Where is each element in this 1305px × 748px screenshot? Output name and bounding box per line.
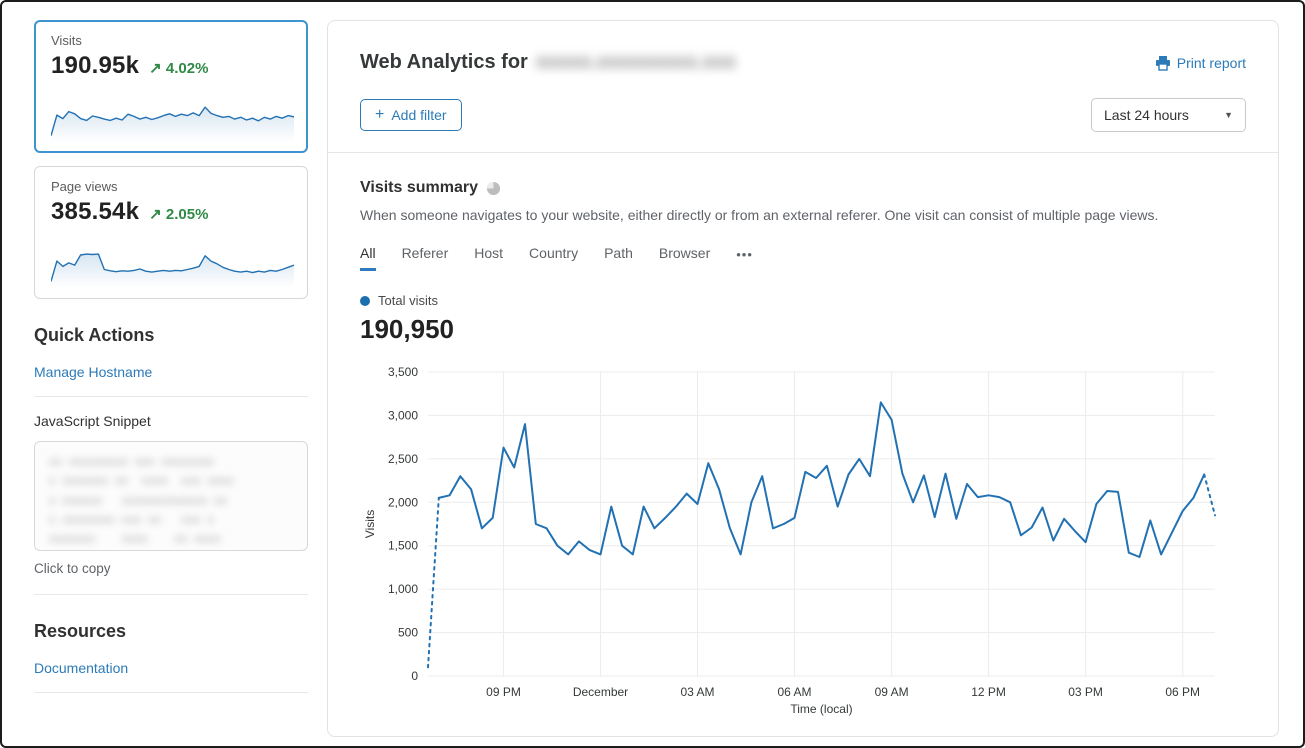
javascript-snippet-box[interactable]: xx xxxxxxxxx xxx xxxxxxxx x xxxxxxx xx x…: [34, 441, 308, 551]
visits-summary-heading: Visits summary: [360, 179, 478, 196]
visits-line-chart[interactable]: 0 500 1,000 1,500 2,000 2,500 3,000 3,500 09 PM D…: [360, 361, 1246, 722]
add-filter-label: Add filter: [391, 107, 447, 123]
y-tick-label: 1,500: [388, 539, 418, 553]
click-to-copy-hint: Click to copy: [34, 561, 111, 576]
pageviews-card-delta: 2.05%: [165, 206, 209, 223]
legend-dot-icon: [360, 295, 370, 306]
print-report-label: Print report: [1176, 54, 1246, 71]
x-tick-label: December: [573, 685, 628, 699]
pageviews-card-label: Page views: [51, 179, 118, 194]
time-range-value: Last 24 hours: [1104, 107, 1189, 123]
x-tick-label: 06 AM: [777, 685, 811, 699]
resources-heading: Resources: [34, 621, 127, 641]
sparkline-svg: [50, 106, 295, 142]
x-tick-label: 06 PM: [1165, 685, 1200, 699]
tab-all[interactable]: All: [360, 245, 376, 271]
y-tick-label: 0: [411, 669, 418, 683]
x-tick-label: 09 AM: [875, 685, 909, 699]
chart-legend: Total visits: [360, 293, 1246, 308]
y-tick-label: 3,500: [388, 365, 418, 379]
page-title-prefix: Web Analytics for: [360, 51, 528, 73]
pageviews-sparkline: [50, 234, 295, 288]
tab-referer[interactable]: Referer: [401, 245, 449, 261]
y-tick-label: 2,000: [388, 495, 418, 509]
add-filter-button[interactable]: + Add filter: [360, 99, 462, 131]
divider: [34, 692, 308, 693]
manage-hostname-link[interactable]: Manage Hostname: [34, 364, 153, 380]
plus-icon: +: [375, 106, 385, 123]
divider: [34, 594, 308, 595]
tab-path[interactable]: Path: [604, 245, 633, 261]
trend-up-icon: ↗: [149, 60, 162, 77]
pageviews-card-value: 385.54k: [51, 198, 140, 225]
visits-card-delta: 4.02%: [165, 60, 209, 77]
redacted-domain: xxxxx.xxxxxxxxx.xxx: [535, 51, 737, 73]
x-tick-label: 03 AM: [680, 685, 714, 699]
x-axis-title: Time (local): [790, 702, 852, 716]
dimension-tabs: All Referer Host Country Path Browser •••: [360, 245, 1246, 271]
main-panel: Web Analytics for xxxxx.xxxxxxxxx.xxx Pr…: [327, 20, 1279, 737]
more-tabs-ellipsis-icon[interactable]: •••: [736, 247, 753, 262]
redacted-snippet-code: xx xxxxxxxxx xxx xxxxxxxx x xxxxxxx xx x…: [49, 457, 234, 546]
print-report-link[interactable]: Print report: [1155, 55, 1246, 71]
header-divider: [328, 152, 1278, 153]
series-dashed-segment: [1203, 473, 1216, 517]
y-tick-label: 2,500: [388, 452, 418, 466]
visits-summary-description: When someone navigates to your website, …: [360, 207, 1159, 223]
help-pie-icon[interactable]: [486, 181, 501, 196]
printer-icon: [1155, 55, 1170, 71]
series-line: [437, 401, 1206, 558]
line-chart-svg: 0 500 1,000 1,500 2,000 2,500 3,000 3,500 09 PM D…: [363, 365, 1216, 716]
sidebar: Visits 190.95k ↗ 4.02% Page views 385.54…: [34, 20, 308, 693]
series-dashed-segment: [427, 496, 440, 669]
tab-host[interactable]: Host: [474, 245, 504, 261]
documentation-link[interactable]: Documentation: [34, 660, 129, 676]
visits-card-label: Visits: [51, 33, 82, 48]
metric-card-page-views[interactable]: Page views 385.54k ↗ 2.05%: [34, 166, 308, 299]
x-tick-label: 12 PM: [971, 685, 1006, 699]
y-tick-label: 3,000: [388, 408, 418, 422]
page-title: Web Analytics for xxxxx.xxxxxxxxx.xxx: [360, 51, 736, 74]
tab-country[interactable]: Country: [529, 245, 579, 261]
javascript-snippet-label: JavaScript Snippet: [34, 413, 151, 429]
divider: [34, 396, 308, 397]
visits-sparkline: [50, 88, 295, 142]
tab-browser[interactable]: Browser: [658, 245, 711, 261]
y-tick-label: 500: [398, 626, 418, 640]
x-tick-label: 03 PM: [1068, 685, 1103, 699]
x-tick-label: 09 PM: [486, 685, 521, 699]
metric-card-visits[interactable]: Visits 190.95k ↗ 4.02%: [34, 20, 308, 153]
y-axis-title: Visits: [363, 510, 377, 538]
trend-up-icon: ↗: [149, 206, 162, 223]
quick-actions-heading: Quick Actions: [34, 325, 155, 345]
y-tick-label: 1,000: [388, 582, 418, 596]
sparkline-svg: [50, 253, 295, 288]
legend-label: Total visits: [378, 293, 438, 308]
chevron-down-icon: ▼: [1224, 110, 1233, 120]
total-visits-value: 190,950: [360, 314, 454, 344]
time-range-dropdown[interactable]: Last 24 hours ▼: [1091, 98, 1246, 132]
visits-card-value: 190.95k: [51, 52, 140, 79]
